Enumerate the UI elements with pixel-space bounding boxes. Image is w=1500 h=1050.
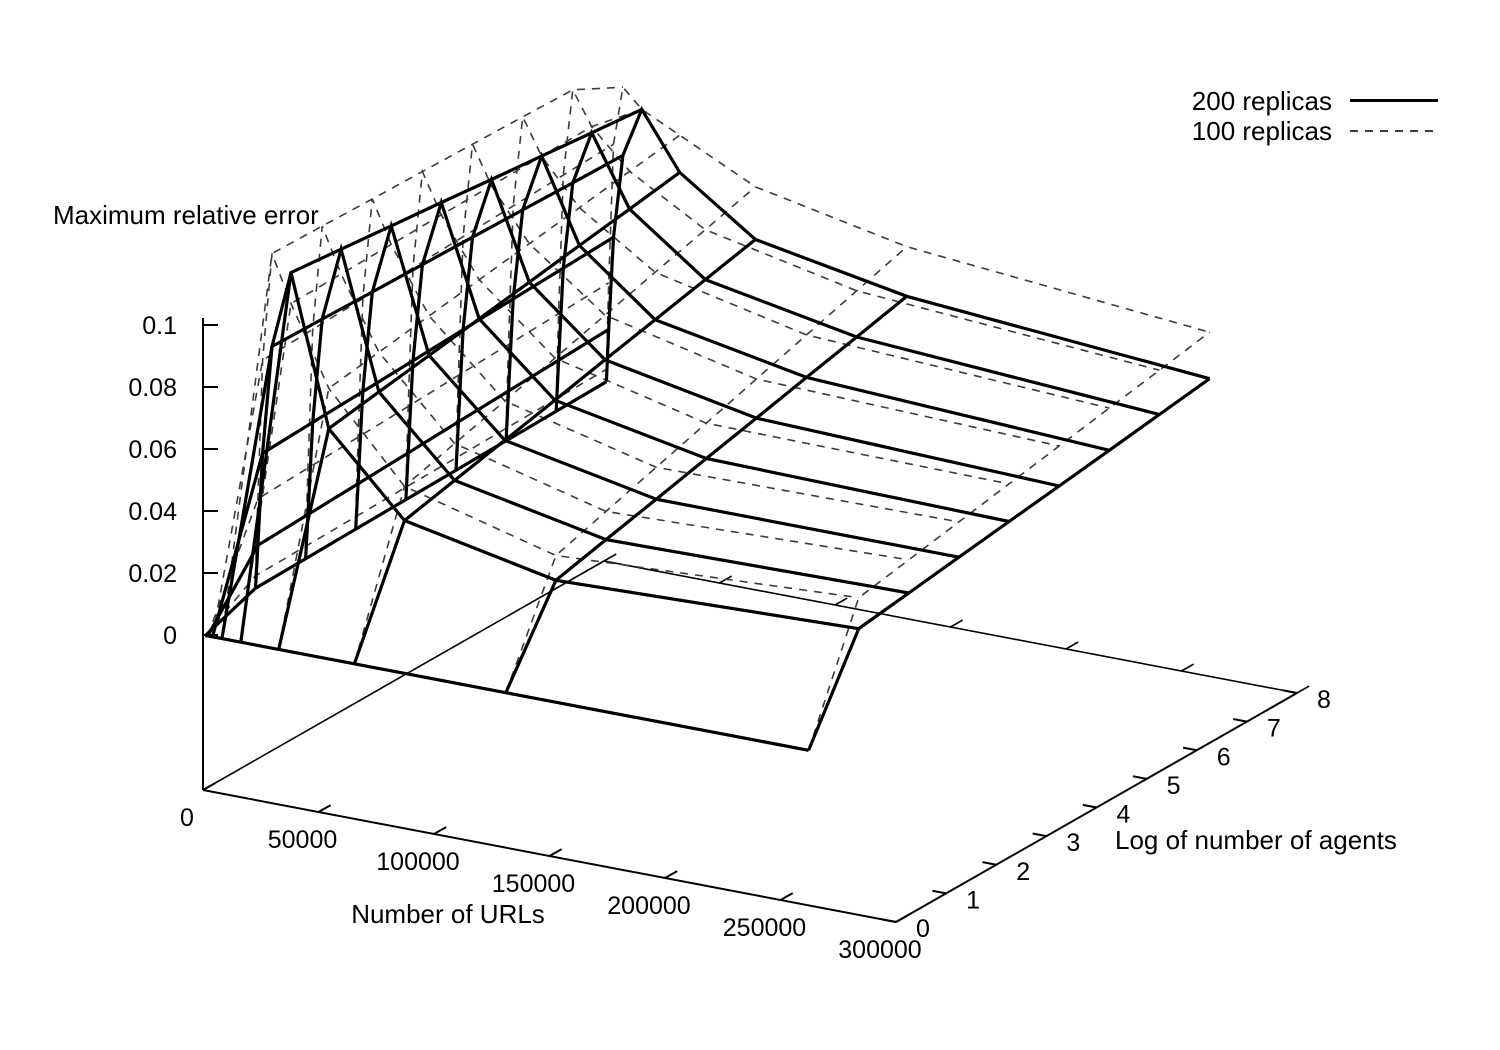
surface-200-replicas [204, 105, 1211, 752]
x-tick-mirror [834, 597, 848, 606]
y-tick-label: 6 [1217, 743, 1231, 771]
tick-labels: 00.020.040.060.080.105000010000015000020… [128, 312, 1331, 964]
mesh-row [504, 151, 1110, 452]
mesh-column [221, 86, 623, 639]
y-tick [932, 889, 947, 895]
z-tick-label: 0.1 [142, 312, 177, 340]
legend-label-100-replicas: 100 replicas [1191, 116, 1332, 146]
legend-line-dashed [1350, 130, 1438, 132]
base-back-edges [202, 560, 1298, 791]
x-tick [664, 870, 678, 879]
mesh-row [604, 105, 1211, 382]
x-tick [895, 914, 909, 923]
y-tick [1232, 718, 1248, 723]
x-tick-label: 100000 [376, 848, 459, 876]
x-tick-label: 200000 [607, 892, 690, 920]
y-tick-label: 7 [1267, 715, 1281, 743]
x-tick-label: 150000 [492, 870, 575, 898]
mesh-column [505, 246, 908, 693]
mesh-column [220, 153, 624, 639]
mesh-column [206, 328, 610, 637]
mesh-column [239, 107, 643, 643]
x-axis-title: Number of URLs [351, 899, 545, 929]
y-tick [982, 861, 997, 866]
mesh-column [240, 108, 643, 643]
mesh-row [454, 174, 1060, 488]
y-tick-label: 4 [1117, 801, 1131, 829]
z-tick-label: 0.02 [128, 560, 177, 588]
y-tick [1182, 746, 1197, 752]
mesh-column [352, 238, 757, 665]
x-tick-label: 250000 [723, 914, 806, 942]
mesh-column [204, 368, 607, 637]
y-tick-label: 2 [1016, 858, 1030, 886]
z-tick-label: 0.08 [128, 374, 177, 402]
mesh-column [353, 186, 756, 665]
z-tick-label: 0 [163, 622, 177, 650]
y-tick-label: 0 [916, 915, 930, 943]
mesh-row [254, 253, 859, 599]
x-tick [549, 848, 563, 857]
mesh-row [555, 87, 1160, 399]
legend-line-solid [1350, 99, 1438, 102]
z-axis-title: Maximum relative error [53, 200, 319, 230]
x-tick-mirror [1065, 641, 1079, 650]
mesh-row [605, 85, 1210, 370]
x-tick-mirror [1181, 663, 1195, 672]
y-tick-label: 1 [966, 886, 980, 914]
mesh-column [277, 171, 681, 650]
z-tick-label: 0.04 [128, 498, 177, 526]
x-tick-label: 300000 [838, 936, 921, 964]
x-tick-mirror [603, 553, 617, 562]
mesh-row [405, 168, 1010, 488]
y-tick [882, 918, 897, 923]
y-tick [1132, 775, 1147, 780]
y-tick [1032, 832, 1047, 838]
x-tick-mirror [950, 619, 964, 628]
mesh-column [807, 331, 1211, 751]
x-tick [318, 804, 332, 813]
x-tick [780, 892, 794, 901]
y-tick-label: 5 [1167, 772, 1181, 800]
legend-label-200-replicas: 200 replicas [1191, 86, 1332, 116]
surface-100-replicas [204, 85, 1211, 752]
x-tick [202, 782, 216, 791]
x-tick-label: 50000 [268, 826, 338, 854]
mesh-row [554, 128, 1160, 417]
y-tick-label: 8 [1317, 686, 1331, 714]
mesh-column [277, 134, 681, 650]
y-axis-title: Log of number of agents [1115, 825, 1397, 855]
mesh-row [354, 198, 960, 523]
mesh-row [304, 225, 909, 561]
mesh-row [505, 114, 1110, 429]
y-tick-label: 3 [1066, 829, 1080, 857]
mesh-column [204, 380, 608, 637]
mesh-column [807, 377, 1211, 751]
mesh-row [253, 272, 859, 631]
mesh-column [210, 235, 615, 638]
z-tick-label: 0.06 [128, 436, 177, 464]
mesh-column [206, 282, 610, 637]
mesh-column [504, 295, 908, 694]
x-tick [433, 826, 447, 835]
y-tick [1082, 803, 1097, 809]
y-tick [1283, 689, 1298, 694]
x-tick-label: 0 [180, 804, 194, 832]
x-tick-mirror [1296, 685, 1310, 694]
